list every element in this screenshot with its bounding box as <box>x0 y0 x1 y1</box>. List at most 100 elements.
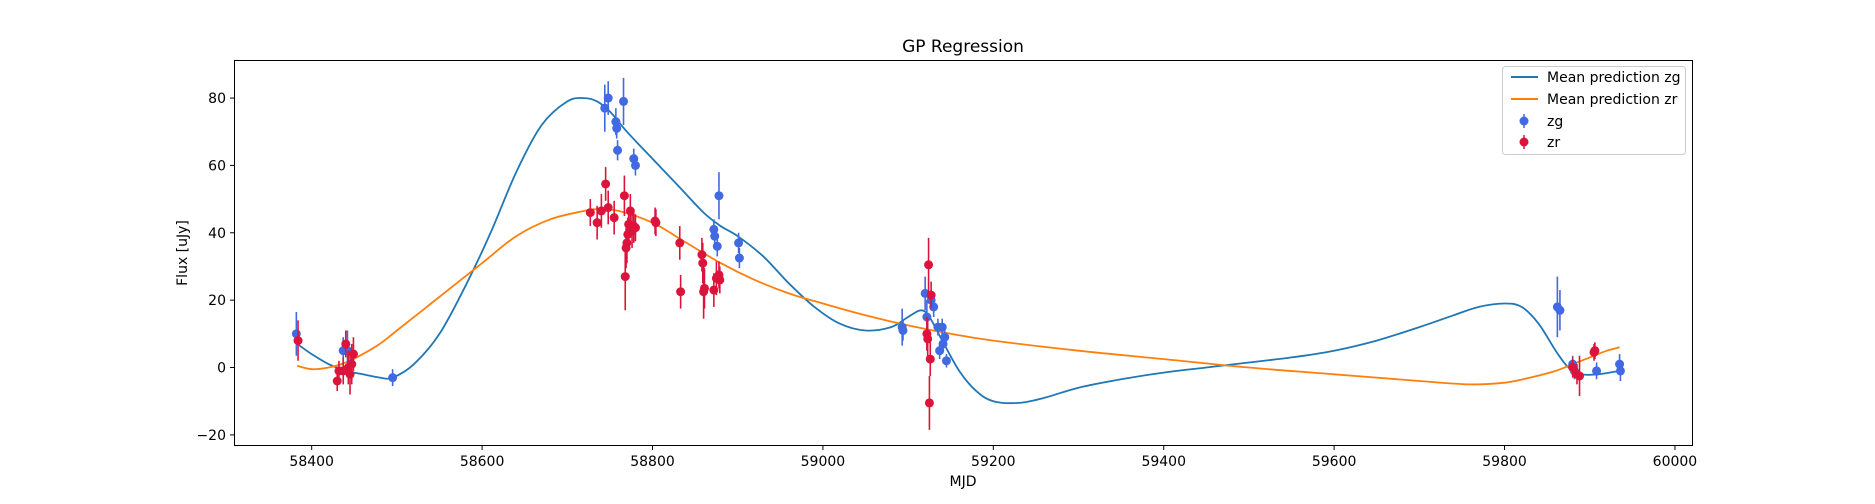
marker-zg <box>935 346 945 356</box>
marker-zr <box>926 290 936 300</box>
x-tick-label: 59400 <box>1141 454 1186 470</box>
marker-zr <box>603 203 613 213</box>
data-point-zr <box>630 214 640 242</box>
data-point-zr <box>926 281 936 309</box>
plot-area <box>234 60 1693 446</box>
marker-zr <box>341 339 351 349</box>
x-tick-label: 59600 <box>1312 454 1357 470</box>
data-point-zg <box>1555 290 1565 331</box>
marker-zr <box>619 191 629 201</box>
plot-content <box>291 77 1625 430</box>
data-point-zr <box>341 330 351 358</box>
marker-zg <box>611 117 621 127</box>
data-point-zg <box>388 369 398 387</box>
marker-zr <box>332 376 342 386</box>
marker-zr <box>596 206 606 216</box>
data-point-zr <box>923 318 933 360</box>
y-tick-label: 80 <box>208 91 226 107</box>
marker-zr <box>651 218 661 228</box>
legend-label-zr: zr <box>1547 135 1560 151</box>
marker-zr <box>609 213 619 223</box>
data-point-zr <box>651 209 661 237</box>
data-point-zg <box>734 247 744 269</box>
y-tick-label: 60 <box>208 158 226 174</box>
data-point-zr <box>348 337 358 371</box>
data-point-zr <box>293 320 303 361</box>
legend-marker-zg <box>1519 114 1529 128</box>
marker-zr <box>715 275 725 285</box>
data-point-zg <box>1592 362 1602 380</box>
marker-zg <box>603 93 613 103</box>
data-point-zg <box>630 155 640 176</box>
data-point-zg <box>734 232 744 253</box>
mean-line-zg <box>296 97 1620 405</box>
marker-zg <box>1615 366 1625 376</box>
marker-zr <box>293 336 303 346</box>
x-tick-label: 59800 <box>1482 454 1527 470</box>
marker-zg <box>1592 366 1602 376</box>
marker-zr <box>630 223 640 233</box>
marker-zg <box>630 160 640 170</box>
chart-title: GP Regression <box>902 37 1024 57</box>
marker-zg <box>1555 305 1565 315</box>
marker-zg <box>600 103 610 113</box>
marker-zr <box>698 258 708 268</box>
data-point-zr <box>625 194 635 228</box>
y-tick-label: 0 <box>217 361 226 377</box>
marker-zr <box>601 179 611 189</box>
data-point-zg <box>613 140 623 161</box>
legend: Mean prediction zg Mean prediction zr zg… <box>1502 66 1686 155</box>
y-axis-label: Flux [uJy] <box>175 220 191 286</box>
marker-zr <box>1568 363 1578 373</box>
data-point-zr <box>603 190 613 225</box>
marker-zg <box>940 332 950 342</box>
data-point-zr <box>620 242 630 311</box>
data-point-zg <box>612 118 622 139</box>
marker-zg <box>734 238 744 248</box>
data-point-zr <box>715 266 725 294</box>
marker-zr <box>924 398 934 408</box>
marker-zr <box>625 206 635 216</box>
data-point-zr <box>585 199 595 227</box>
data-point-zg <box>291 311 301 356</box>
data-point-zg <box>1615 360 1625 381</box>
y-axis-ticks: −20 0 20 40 60 80 <box>196 91 235 444</box>
marker-zg <box>714 191 724 201</box>
x-tick-label: 58400 <box>289 454 334 470</box>
marker-zr <box>348 349 358 359</box>
marker-zg <box>712 241 722 251</box>
data-point-zr <box>924 237 934 292</box>
x-tick-label: 60000 <box>1653 454 1698 470</box>
y-tick-label: 20 <box>208 293 226 309</box>
x-axis-label: MJD <box>950 474 977 490</box>
marker-zr <box>699 283 709 293</box>
marker-zr <box>622 238 632 248</box>
data-point-zr <box>1590 342 1600 360</box>
marker-zr <box>925 354 935 364</box>
data-point-zr <box>699 268 709 309</box>
data-point-zg <box>712 236 722 257</box>
legend-label-mean-zr: Mean prediction zr <box>1547 92 1678 108</box>
legend-label-zg: zg <box>1547 114 1563 130</box>
marker-zr <box>924 260 934 270</box>
marker-zr <box>675 238 685 248</box>
data-point-zg <box>714 172 724 220</box>
marker-zr <box>347 359 357 369</box>
marker-zr <box>676 287 686 297</box>
marker-zg <box>734 253 744 263</box>
data-point-zr <box>596 194 606 228</box>
data-point-zr <box>675 226 685 260</box>
marker-zr <box>585 208 595 218</box>
legend-marker-zr <box>1519 135 1529 149</box>
marker-zr <box>697 250 707 260</box>
legend-label-mean-zg: Mean prediction zg <box>1547 70 1681 86</box>
marker-zr <box>1590 346 1600 356</box>
data-point-zr <box>601 167 611 201</box>
data-point-zr <box>1575 355 1585 397</box>
marker-zg <box>619 96 629 106</box>
marker-zg <box>941 356 951 366</box>
marker-zr <box>620 272 630 282</box>
data-point-zr <box>698 242 708 284</box>
